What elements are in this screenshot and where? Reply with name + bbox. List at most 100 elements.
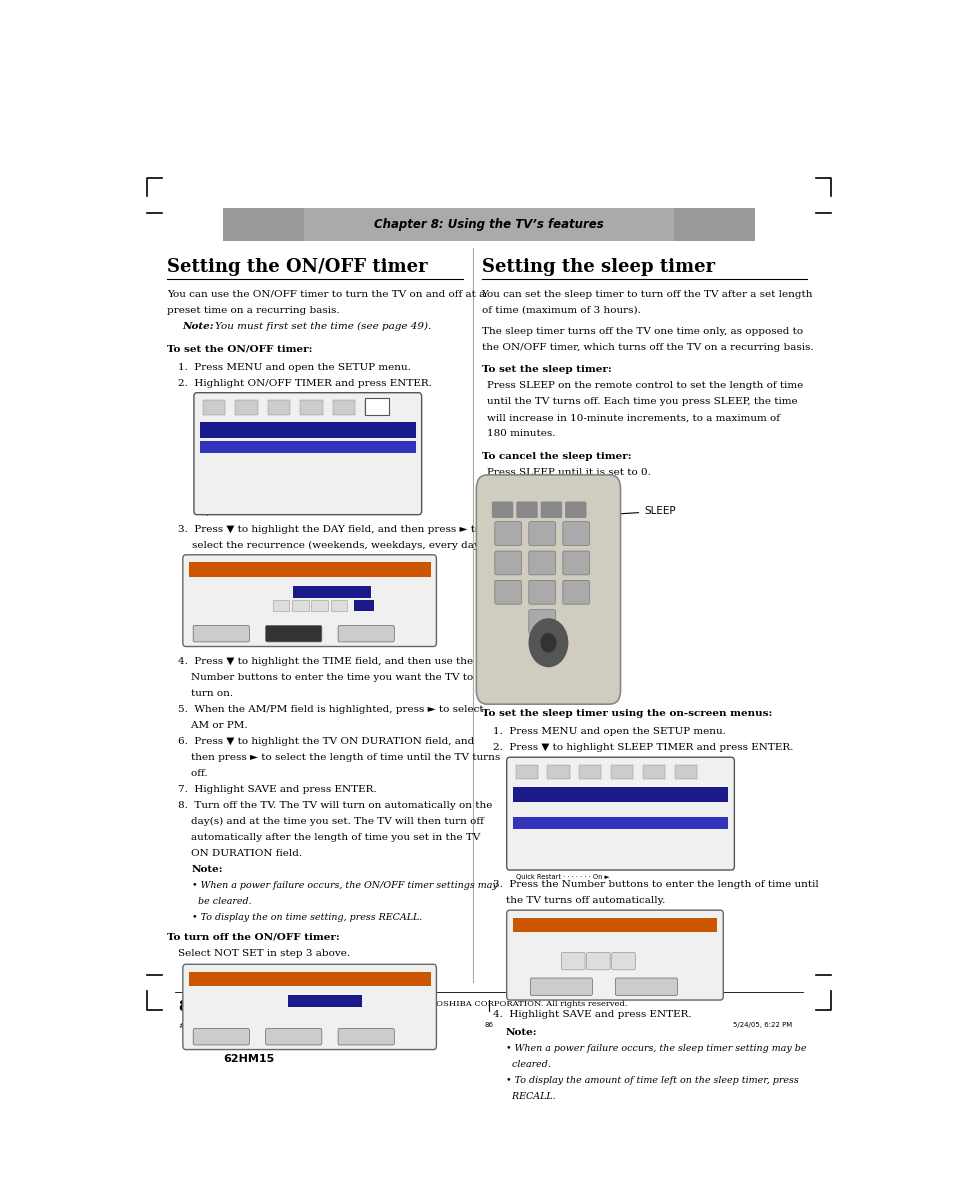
Text: 8: 8 xyxy=(539,590,544,596)
FancyBboxPatch shape xyxy=(540,501,561,518)
Text: 9: 9 xyxy=(573,590,578,596)
Text: day(s) and at the time you set. The TV will then turn off: day(s) and at the time you set. The TV w… xyxy=(178,817,484,827)
Bar xyxy=(292,600,308,611)
Text: On/Off Timer: On/Off Timer xyxy=(193,974,249,984)
Text: • To display the on time setting, press RECALL.: • To display the on time setting, press … xyxy=(192,913,421,922)
Bar xyxy=(268,400,290,414)
Text: Cancel: Cancel xyxy=(635,984,657,990)
Text: Number buttons to enter the time you want the TV to: Number buttons to enter the time you wan… xyxy=(178,673,473,681)
Text: To cancel the sleep timer:: To cancel the sleep timer: xyxy=(481,451,631,461)
Text: 4.  Press ▼ to highlight the TIME field, and then use the: 4. Press ▼ to highlight the TIME field, … xyxy=(178,656,473,666)
Bar xyxy=(512,917,717,933)
Bar xyxy=(199,422,416,437)
Bar xyxy=(578,766,600,779)
Text: Clear: Clear xyxy=(213,1034,230,1040)
FancyBboxPatch shape xyxy=(495,551,521,575)
Bar xyxy=(333,400,355,414)
Bar xyxy=(311,600,328,611)
Bar xyxy=(331,600,347,611)
Text: Black: Black xyxy=(237,1039,260,1048)
FancyBboxPatch shape xyxy=(560,953,584,969)
FancyBboxPatch shape xyxy=(476,475,619,704)
Text: Note:: Note: xyxy=(182,322,213,331)
Text: On/Off Timer: On/Off Timer xyxy=(203,466,246,472)
Text: turn on.: turn on. xyxy=(178,688,233,698)
Text: Save: Save xyxy=(285,1034,301,1040)
Text: select the recurrence (weekends, weekdays, every day, etc).: select the recurrence (weekends, weekday… xyxy=(192,541,508,550)
FancyBboxPatch shape xyxy=(528,551,555,575)
Text: will increase in 10-minute increments, to a maximum of: will increase in 10-minute increments, t… xyxy=(487,413,780,423)
Text: Chapter 8: Using the TV’s features: Chapter 8: Using the TV’s features xyxy=(374,218,603,231)
Text: To set the ON/OFF timer:: To set the ON/OFF timer: xyxy=(167,344,313,354)
FancyBboxPatch shape xyxy=(564,501,586,518)
Text: Copyright © 2005 TOSHIBA CORPORATION. All rights reserved.: Copyright © 2005 TOSHIBA CORPORATION. Al… xyxy=(351,1000,626,1009)
Bar xyxy=(642,766,664,779)
Text: Setup: Setup xyxy=(517,790,544,798)
Text: be cleared.: be cleared. xyxy=(192,897,251,906)
Text: Enter total minutes until the TV turns off: Enter total minutes until the TV turns o… xyxy=(515,940,642,944)
Text: AVHD Skip Time · · · · · 15 min ►: AVHD Skip Time · · · · · 15 min ► xyxy=(516,863,622,869)
Text: Every Day: Every Day xyxy=(314,590,349,596)
Circle shape xyxy=(540,634,556,651)
Text: 3.  Press ▼ to highlight the DAY field, and then press ► to: 3. Press ▼ to highlight the DAY field, a… xyxy=(178,525,481,534)
Text: Sleep Timer: Sleep Timer xyxy=(517,921,568,929)
FancyBboxPatch shape xyxy=(337,1029,394,1045)
Text: Day:: Day: xyxy=(192,597,207,603)
Text: the TV turns off automatically.: the TV turns off automatically. xyxy=(505,896,664,905)
FancyBboxPatch shape xyxy=(562,551,589,575)
Text: PM: PM xyxy=(359,603,368,607)
Text: automatically after the length of time you set in the TV: automatically after the length of time y… xyxy=(178,834,480,842)
Text: 5: 5 xyxy=(539,560,544,566)
FancyBboxPatch shape xyxy=(530,978,592,996)
Circle shape xyxy=(529,619,567,667)
Text: Quick Restart · · · · · · · On ►: Quick Restart · · · · · · · On ► xyxy=(203,510,296,516)
Bar xyxy=(512,817,728,829)
Text: • To display the amount of time left on the sleep timer, press: • To display the amount of time left on … xyxy=(505,1075,798,1085)
Bar xyxy=(273,600,289,611)
Text: Slide Show Interval · · · · · 2 Sec ►: Slide Show Interval · · · · · 2 Sec ► xyxy=(516,853,628,859)
FancyBboxPatch shape xyxy=(337,625,394,642)
FancyBboxPatch shape xyxy=(562,580,589,604)
FancyBboxPatch shape xyxy=(193,393,421,515)
FancyBboxPatch shape xyxy=(506,757,734,871)
Text: Time(HH:MM):: Time(HH:MM): xyxy=(192,610,241,616)
Text: 6: 6 xyxy=(573,560,578,566)
Bar xyxy=(235,400,257,414)
Text: 7.  Highlight SAVE and press ENTER.: 7. Highlight SAVE and press ENTER. xyxy=(178,785,376,794)
Text: Day:: Day: xyxy=(192,1006,207,1012)
Text: Press SLEEP until it is set to 0.: Press SLEEP until it is set to 0. xyxy=(487,468,651,476)
Text: 5/24/05, 6:22 PM: 5/24/05, 6:22 PM xyxy=(732,1022,791,1028)
Text: ►: ► xyxy=(559,641,563,646)
Text: until the TV turns off. Each time you press SLEEP, the time: until the TV turns off. Each time you pr… xyxy=(487,397,798,406)
Text: 86: 86 xyxy=(484,1022,493,1028)
FancyBboxPatch shape xyxy=(506,910,722,1000)
FancyBboxPatch shape xyxy=(528,522,555,545)
Text: SLEEP: SLEEP xyxy=(613,506,675,517)
Text: Quick Restart · · · · · · · On ►: Quick Restart · · · · · · · On ► xyxy=(516,874,609,880)
FancyBboxPatch shape xyxy=(193,625,249,642)
Bar xyxy=(222,208,755,241)
Bar xyxy=(674,766,696,779)
FancyBboxPatch shape xyxy=(193,1029,249,1045)
Text: 1.  Press MENU and open the SETUP menu.: 1. Press MENU and open the SETUP menu. xyxy=(178,363,411,372)
Text: then press ► to select the length of time until the TV turns: then press ► to select the length of tim… xyxy=(178,753,500,762)
FancyBboxPatch shape xyxy=(586,953,610,969)
Bar xyxy=(365,400,387,414)
Text: off.: off. xyxy=(178,769,208,778)
Text: 4: 4 xyxy=(505,560,510,566)
Text: 7: 7 xyxy=(505,590,510,596)
FancyBboxPatch shape xyxy=(495,522,521,545)
FancyBboxPatch shape xyxy=(528,610,555,634)
FancyBboxPatch shape xyxy=(265,1029,321,1045)
Bar xyxy=(610,766,633,779)
Text: of time (maximum of 3 hours).: of time (maximum of 3 hours). xyxy=(481,306,639,314)
Text: AVHD Skip Time · · · · · 15 min ►: AVHD Skip Time · · · · · 15 min ► xyxy=(203,499,311,505)
Bar xyxy=(515,766,537,779)
Text: 1.  Press MENU and open the SETUP menu.: 1. Press MENU and open the SETUP menu. xyxy=(492,728,724,736)
Text: 2.  Highlight ON/OFF TIMER and press ENTER.: 2. Highlight ON/OFF TIMER and press ENTE… xyxy=(178,379,432,388)
Text: To turn off the ON/OFF timer:: To turn off the ON/OFF timer: xyxy=(167,933,339,942)
Text: 4.  Highlight SAVE and press ENTER.: 4. Highlight SAVE and press ENTER. xyxy=(492,1010,691,1019)
FancyBboxPatch shape xyxy=(492,501,513,518)
Text: Installation: Installation xyxy=(203,444,240,450)
Text: Clear: Clear xyxy=(213,631,230,637)
